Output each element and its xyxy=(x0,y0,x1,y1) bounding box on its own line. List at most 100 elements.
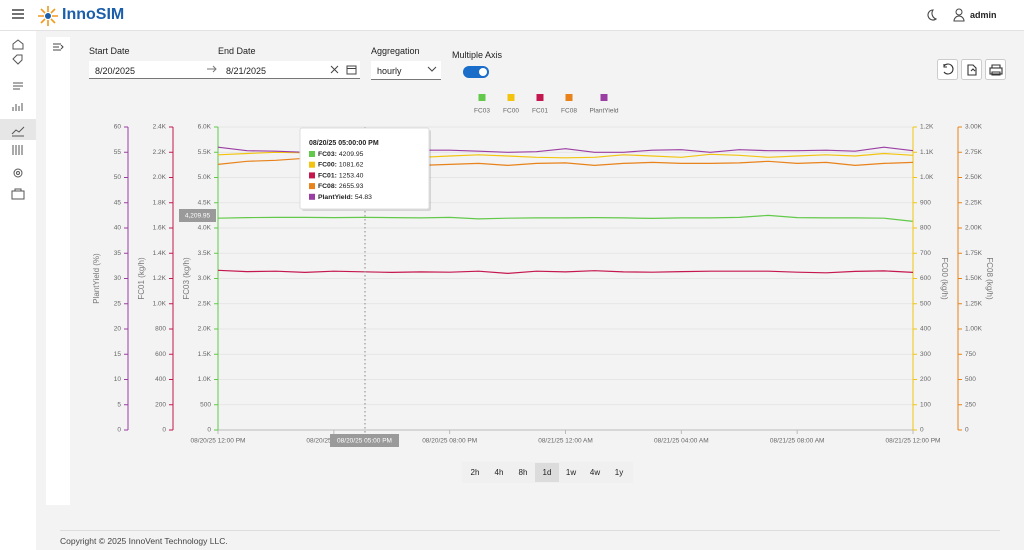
y-tick-label: 1.50K xyxy=(965,275,983,282)
y-tick-label: 2.4K xyxy=(153,124,167,131)
tooltip-swatch xyxy=(309,161,315,168)
aggregation-value[interactable]: hourly xyxy=(377,66,402,76)
range-button[interactable]: 4h xyxy=(487,463,511,482)
collapse-icon[interactable] xyxy=(46,37,70,57)
aggregation-select[interactable] xyxy=(371,61,441,80)
panel-toggle[interactable] xyxy=(46,37,70,505)
toolbar xyxy=(937,59,1006,80)
axis-title: PlantYield (%) xyxy=(92,253,101,304)
date-range-input[interactable] xyxy=(89,61,360,79)
y-tick-label: 3.0K xyxy=(198,275,212,282)
tooltip-row: FC08: 2655.93 xyxy=(318,183,364,190)
tooltip-row-value: 54.83 xyxy=(355,194,372,201)
tooltip-row: PlantYield: 54.83 xyxy=(318,194,372,201)
tooltip-row-label: FC08: xyxy=(318,183,337,190)
tooltip-row: FC01: 1253.40 xyxy=(318,172,364,179)
tooltip-title: 08/20/25 05:00:00 PM xyxy=(309,140,379,147)
tooltip-row-value: 1081.62 xyxy=(339,161,364,168)
brand: InnoSIM xyxy=(62,6,125,23)
end-date-label: End Date xyxy=(218,46,256,56)
axis-title: FC08 (kg/h) xyxy=(985,257,994,300)
y-tick-label: 0 xyxy=(207,427,211,434)
y-tick-label: 60 xyxy=(114,124,122,131)
y-tick-label: 10 xyxy=(114,376,122,383)
menu-icon[interactable] xyxy=(11,8,25,20)
y-tick-label: 100 xyxy=(920,401,931,408)
range-button[interactable]: 8h xyxy=(511,463,535,482)
y-tick-label: 20 xyxy=(114,326,122,333)
y-tick-label: 600 xyxy=(155,351,166,358)
tooltip-row-value: 2655.93 xyxy=(339,183,364,190)
multiple-axis-toggle[interactable] xyxy=(462,65,490,79)
user-icon[interactable] xyxy=(953,8,965,22)
y-tick-label: 1.0K xyxy=(920,174,934,181)
legend-item[interactable]: FC00 xyxy=(503,94,519,115)
legend-item[interactable]: FC08 xyxy=(561,94,577,115)
x-tick-label: 08/20/25 12:00 PM xyxy=(191,438,246,445)
tooltip-row-value: 1253.40 xyxy=(339,172,364,179)
y-tick-label: 6.0K xyxy=(198,124,212,131)
y-tick-label: 2.5K xyxy=(198,300,212,307)
y-tick-label: 200 xyxy=(920,376,931,383)
y-tick-label: 700 xyxy=(920,250,931,257)
top-bar: InnoSIM admin xyxy=(0,0,1024,31)
sidebar-icons xyxy=(0,39,36,200)
y-tick-label: 0 xyxy=(162,427,166,434)
y-tick-label: 1.6K xyxy=(153,225,167,232)
y-tick-label: 0 xyxy=(117,427,121,434)
y-tick-label: 1.1K xyxy=(920,149,934,156)
legend-label: FC03 xyxy=(474,108,490,115)
date-icons[interactable] xyxy=(329,64,359,76)
axis-title: FC03 (kg/h) xyxy=(182,257,191,300)
crosshair-y-label: 4,209.95 xyxy=(185,213,211,220)
legend-swatch xyxy=(600,94,608,101)
range-button[interactable]: 1d xyxy=(535,463,559,482)
y-tick-label: 750 xyxy=(965,351,976,358)
range-button[interactable]: 4w xyxy=(583,463,607,482)
y-tick-label: 200 xyxy=(155,401,166,408)
user-name[interactable]: admin xyxy=(970,10,997,20)
y-tick-label: 1.75K xyxy=(965,250,983,257)
y-tick-label: 4.0K xyxy=(198,225,212,232)
crosshair-x-label: 08/20/25 05:00 PM xyxy=(337,438,392,445)
undo-button[interactable] xyxy=(937,59,958,80)
tooltip-row-label: PlantYield: xyxy=(318,194,353,201)
legend-item[interactable]: FC01 xyxy=(532,94,548,115)
logo-icon xyxy=(38,6,58,26)
y-tick-label: 1.25K xyxy=(965,300,983,307)
tooltip-row: FC00: 1081.62 xyxy=(318,161,364,168)
tooltip-row-label: FC01: xyxy=(318,172,337,179)
range-arrow xyxy=(207,65,217,73)
tooltip-row-value: 4209.95 xyxy=(339,151,364,158)
tooltip-swatch xyxy=(309,151,315,157)
x-tick-label: 08/21/25 08:00 AM xyxy=(770,438,825,445)
x-tick-label: 08/21/25 04:00 AM xyxy=(654,438,709,445)
legend-swatch xyxy=(507,94,515,101)
y-tick-label: 1.0K xyxy=(198,376,212,383)
series-line xyxy=(217,214,914,222)
legend-item[interactable]: PlantYield xyxy=(589,94,619,115)
theme-icon[interactable] xyxy=(924,8,938,22)
y-tick-label: 35 xyxy=(114,250,122,257)
y-tick-label: 500 xyxy=(200,401,211,408)
y-tick-label: 0 xyxy=(920,427,924,434)
y-tick-label: 800 xyxy=(920,225,931,232)
aggregation-label: Aggregation xyxy=(371,46,420,56)
legend-item[interactable]: FC03 xyxy=(474,94,490,115)
y-tick-label: 400 xyxy=(920,326,931,333)
legend-swatch xyxy=(565,94,573,101)
y-tick-label: 5.5K xyxy=(198,149,212,156)
y-tick-label: 15 xyxy=(114,351,122,358)
y-tick-label: 50 xyxy=(114,174,122,181)
y-tick-label: 600 xyxy=(920,275,931,282)
start-date-value[interactable]: 8/20/2025 xyxy=(95,66,136,76)
y-tick-label: 1.5K xyxy=(198,351,212,358)
legend-label: FC00 xyxy=(503,108,519,115)
range-button[interactable]: 2h xyxy=(463,463,487,482)
tooltip-swatch xyxy=(309,172,315,179)
y-tick-label: 800 xyxy=(155,326,166,333)
range-button[interactable]: 1y xyxy=(607,463,631,482)
end-date-value[interactable]: 8/21/2025 xyxy=(226,66,267,76)
range-button[interactable]: 1w xyxy=(559,463,583,482)
